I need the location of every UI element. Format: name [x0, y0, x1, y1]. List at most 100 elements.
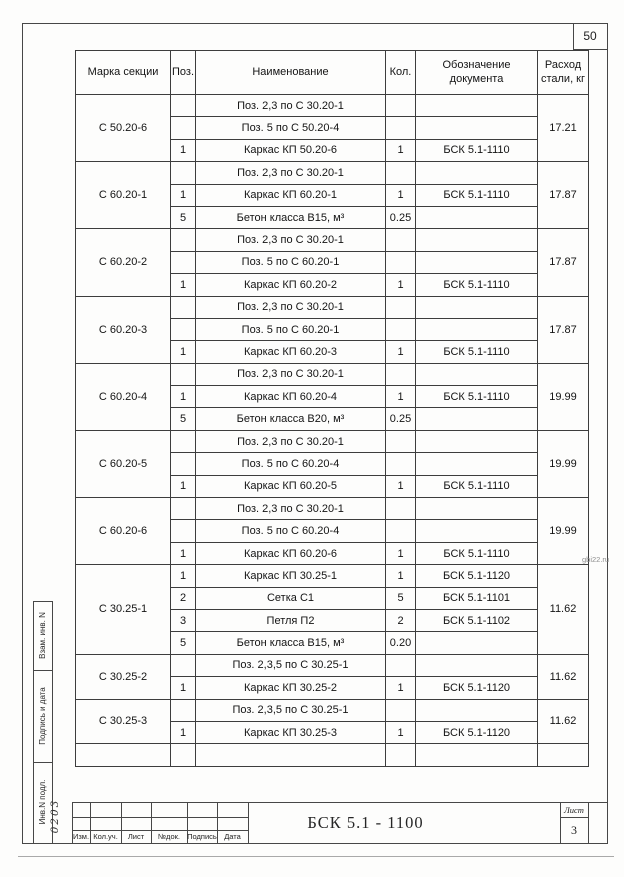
- steel-consumption-cell: 19.99: [537, 497, 589, 566]
- name-cell: Поз. 2,3 по С 30.20-1: [195, 429, 386, 454]
- paper-edge-line: [18, 856, 614, 857]
- name-cell: Бетон класса В20, м³: [195, 407, 386, 431]
- doc-cell: БСК 5.1-1110: [415, 183, 538, 207]
- section-mark-cell: С 50.20-6: [75, 93, 171, 163]
- table-row: С 30.25-3 Поз. 2,3,5 по С 30.25-1 11.62: [75, 698, 589, 745]
- table-row: 1 Каркас КП 50.20-6 1 БСК 5.1-1110: [76, 138, 589, 163]
- section-mark-cell: С 60.20-4: [75, 362, 171, 431]
- section-mark-cell: С 60.20-2: [75, 228, 171, 297]
- titleblock-top-line: [72, 802, 607, 803]
- doc-cell: [415, 743, 538, 767]
- pos-cell: 1: [170, 273, 196, 297]
- name-cell: Каркас КП 60.20-1: [195, 183, 386, 207]
- steel-consumption-cell: 19.99: [537, 362, 589, 431]
- name-cell: Бетон класса В15, м³: [195, 205, 386, 230]
- doc-cell: [415, 497, 538, 521]
- sheetbox-divider-line: [560, 817, 588, 818]
- name-cell: Поз. 5 по С 50.20-4: [195, 116, 386, 140]
- titleblock-col-line7: [248, 802, 249, 843]
- name-cell: Каркас КП 50.20-6: [195, 138, 386, 163]
- table-row: С 60.20-5 Поз. 2,3 по С 30.20-1 19.99: [75, 429, 589, 499]
- qty-cell: [385, 519, 416, 543]
- qty-cell: 0.25: [385, 205, 416, 230]
- titleblock-col-line5: [187, 802, 188, 843]
- titleblock-col-line1: [72, 802, 73, 843]
- steel-consumption-cell: 17.87: [537, 295, 589, 364]
- frame-bottom-line: [22, 843, 608, 844]
- header-mark: Марка секции: [75, 50, 171, 95]
- table-row: 5 Бетон класса В20, м³ 0.25: [76, 407, 589, 431]
- name-cell: Петля П2: [195, 608, 386, 633]
- table-row: 1 Каркас КП 60.20-4 1 БСК 5.1-1110: [76, 385, 589, 409]
- qty-cell: [385, 429, 416, 454]
- doc-cell: БСК 5.1-1120: [415, 676, 538, 700]
- steel-consumption-cell: [537, 743, 589, 767]
- doc-cell: [415, 228, 538, 252]
- qty-cell: [385, 452, 416, 476]
- name-cell: Каркас КП 60.20-5: [195, 474, 386, 499]
- pos-cell: [170, 93, 196, 118]
- spec-table-body: С 50.20-6 Поз. 2,3 по С 30.20-1 17.21 Поз. …: [75, 93, 589, 767]
- titleblock-label-podpis: Подпись: [187, 831, 217, 841]
- doc-cell: [415, 429, 538, 454]
- qty-cell: [385, 743, 416, 767]
- table-row: [75, 743, 589, 767]
- qty-cell: 1: [385, 474, 416, 499]
- qty-cell: 5: [385, 586, 416, 610]
- pos-cell: 5: [170, 205, 196, 230]
- qty-cell: 1: [385, 676, 416, 700]
- doc-cell: БСК 5.1-1101: [415, 586, 538, 610]
- table-row: С 60.20-2 Поз. 2,3 по С 30.20-1 17.87: [75, 228, 589, 297]
- pos-cell: [170, 362, 196, 387]
- pos-cell: 1: [170, 340, 196, 364]
- table-row: 1 Каркас КП 60.20-1 1 БСК 5.1-1110: [76, 183, 589, 207]
- table-row: Поз. 5 по С 60.20-4: [76, 452, 589, 476]
- margin-label-inv-podl: Инв.N подл.: [38, 779, 47, 825]
- pos-cell: 5: [170, 631, 196, 655]
- titleblock-label-izm: Изм.: [72, 831, 90, 841]
- doc-cell: [415, 653, 538, 678]
- steel-consumption-cell: 17.87: [537, 228, 589, 297]
- name-cell: Поз. 2,3,5 по С 30.25-1: [195, 653, 386, 678]
- pos-cell: 1: [170, 183, 196, 207]
- section-mark-cell: С 60.20-6: [75, 497, 171, 566]
- page-number-box-bottom-line: [573, 49, 608, 50]
- qty-cell: [385, 497, 416, 521]
- table-row: С 50.20-6 Поз. 2,3 по С 30.20-1 17.21: [75, 93, 589, 163]
- name-cell: [195, 743, 386, 767]
- titleblock-label-ndok: №док.: [158, 831, 180, 841]
- name-cell: Сетка С1: [195, 586, 386, 610]
- sheet-number: 3: [571, 822, 577, 837]
- qty-cell: 0.20: [385, 631, 416, 655]
- doc-cell: [415, 362, 538, 387]
- name-cell: Поз. 2,3 по С 30.20-1: [195, 295, 386, 319]
- sheetbox-right-line: [588, 802, 589, 843]
- doc-cell: [415, 631, 538, 655]
- titleblock-col-line3: [121, 802, 122, 843]
- titleblock-col-line4: [151, 802, 152, 843]
- qty-cell: [385, 116, 416, 140]
- pos-cell: 1: [170, 541, 196, 566]
- qty-cell: 1: [385, 385, 416, 409]
- doc-cell: [415, 93, 538, 118]
- sheet-label: Лист: [564, 805, 584, 815]
- margin-strip-top-line: [33, 601, 52, 602]
- doc-cell: [415, 295, 538, 319]
- doc-cell: БСК 5.1-1110: [415, 138, 538, 163]
- name-cell: Поз. 2,3 по С 30.20-1: [195, 497, 386, 521]
- pos-cell: [170, 429, 196, 454]
- table-row: С 60.20-4 Поз. 2,3 по С 30.20-1 19.99: [75, 362, 589, 431]
- doc-cell: БСК 5.1-1120: [415, 564, 538, 588]
- name-cell: Поз. 2,3 по С 30.20-1: [195, 161, 386, 185]
- titleblock-col-line6: [217, 802, 218, 843]
- table-row: Поз. 5 по С 60.20-1: [76, 250, 589, 275]
- doc-cell: [415, 205, 538, 230]
- name-cell: Каркас КП 60.20-2: [195, 273, 386, 297]
- doc-cell: [415, 407, 538, 431]
- spec-table: Марка секции Поз. Наименование Кол. Обоз…: [75, 50, 589, 767]
- name-cell: Поз. 2,3 по С 30.20-1: [195, 93, 386, 118]
- header-row: Марка секции Поз. Наименование Кол. Обоз…: [75, 50, 589, 95]
- section-mark-cell: С 60.20-3: [75, 295, 171, 364]
- document-code: БСК 5.1 - 1100: [307, 812, 424, 832]
